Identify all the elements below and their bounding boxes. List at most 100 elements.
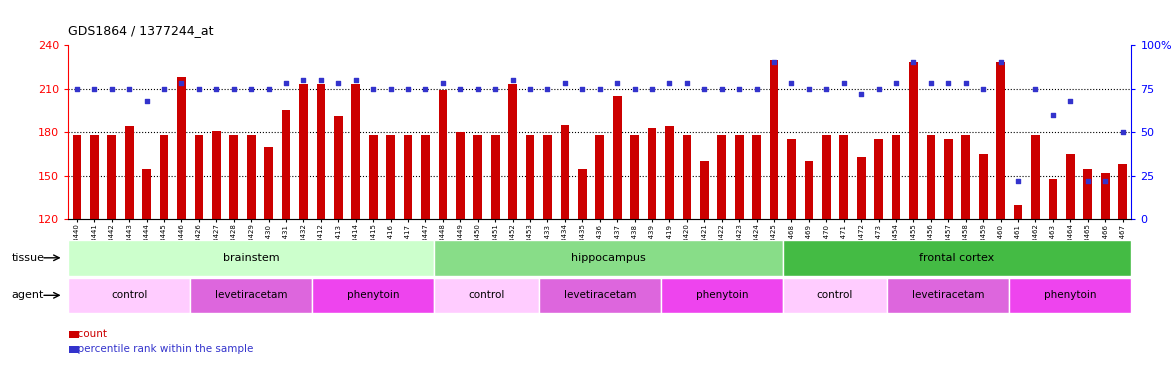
Bar [247, 135, 255, 219]
Bar [700, 161, 709, 219]
Point [747, 86, 766, 92]
Text: percentile rank within the sample: percentile rank within the sample [71, 344, 253, 354]
Bar [194, 135, 203, 219]
Point [189, 86, 208, 92]
Bar [229, 135, 238, 219]
Point [329, 80, 348, 86]
Point [434, 80, 453, 86]
Bar [661, 278, 783, 313]
Point [677, 80, 696, 86]
Bar [434, 240, 783, 276]
Bar [595, 135, 604, 219]
Point [138, 98, 156, 104]
Point [764, 60, 783, 66]
Point [834, 80, 853, 86]
Bar [996, 63, 1005, 219]
Bar [69, 331, 79, 338]
Bar [613, 96, 622, 219]
Text: frontal cortex: frontal cortex [920, 253, 995, 263]
Point [573, 86, 592, 92]
Point [730, 86, 749, 92]
Bar [1049, 179, 1057, 219]
Point [312, 77, 330, 83]
Bar [927, 135, 935, 219]
Text: control: control [468, 290, 505, 300]
Bar [735, 135, 743, 219]
Point [817, 86, 836, 92]
Point [67, 86, 86, 92]
Text: phenytoin: phenytoin [695, 290, 748, 300]
Bar [857, 157, 866, 219]
Text: hippocampus: hippocampus [572, 253, 646, 263]
Point [120, 86, 139, 92]
Point [887, 80, 906, 86]
Bar [178, 77, 186, 219]
Bar [561, 125, 569, 219]
Text: count: count [71, 329, 107, 339]
Point [1114, 129, 1132, 135]
Bar [630, 135, 639, 219]
Bar [753, 135, 761, 219]
Point [922, 80, 941, 86]
Point [974, 86, 993, 92]
Bar [316, 84, 326, 219]
Bar [352, 84, 360, 219]
Bar [299, 84, 308, 219]
Bar [787, 140, 796, 219]
Point [555, 80, 574, 86]
Bar [717, 135, 726, 219]
Text: levetiracetam: levetiracetam [563, 290, 636, 300]
Point [294, 77, 313, 83]
Point [642, 86, 661, 92]
Text: brainstem: brainstem [223, 253, 280, 263]
Point [1096, 178, 1115, 184]
Bar [73, 135, 81, 219]
Point [869, 86, 888, 92]
Bar [265, 147, 273, 219]
Bar [874, 140, 883, 219]
Point [399, 86, 417, 92]
Point [85, 86, 103, 92]
Bar [282, 110, 290, 219]
Bar [403, 135, 413, 219]
Bar [1009, 278, 1131, 313]
Point [782, 80, 801, 86]
Bar [783, 278, 888, 313]
Bar [769, 60, 779, 219]
Bar [888, 278, 1009, 313]
Point [539, 86, 557, 92]
Bar [456, 132, 465, 219]
Bar [490, 135, 500, 219]
Point [1009, 178, 1028, 184]
Bar [1014, 205, 1022, 219]
Point [521, 86, 540, 92]
Bar [125, 126, 134, 219]
Point [1043, 112, 1062, 118]
Bar [508, 84, 517, 219]
Bar [91, 135, 99, 219]
Point [242, 86, 261, 92]
Bar [191, 278, 312, 313]
Point [486, 86, 505, 92]
Bar [909, 63, 917, 219]
Point [695, 86, 714, 92]
Point [225, 86, 243, 92]
Point [363, 86, 382, 92]
Text: phenytoin: phenytoin [347, 290, 400, 300]
Bar [944, 140, 953, 219]
Point [450, 86, 469, 92]
Bar [312, 278, 434, 313]
Point [416, 86, 435, 92]
Bar [69, 346, 79, 352]
Bar [526, 135, 534, 219]
Point [468, 86, 487, 92]
Bar [68, 278, 191, 313]
Bar [891, 135, 901, 219]
Point [904, 60, 923, 66]
Text: levetiracetam: levetiracetam [913, 290, 984, 300]
Bar [1031, 135, 1040, 219]
Bar [1118, 164, 1127, 219]
Bar [666, 126, 674, 219]
Text: tissue: tissue [12, 253, 45, 263]
Bar [577, 168, 587, 219]
